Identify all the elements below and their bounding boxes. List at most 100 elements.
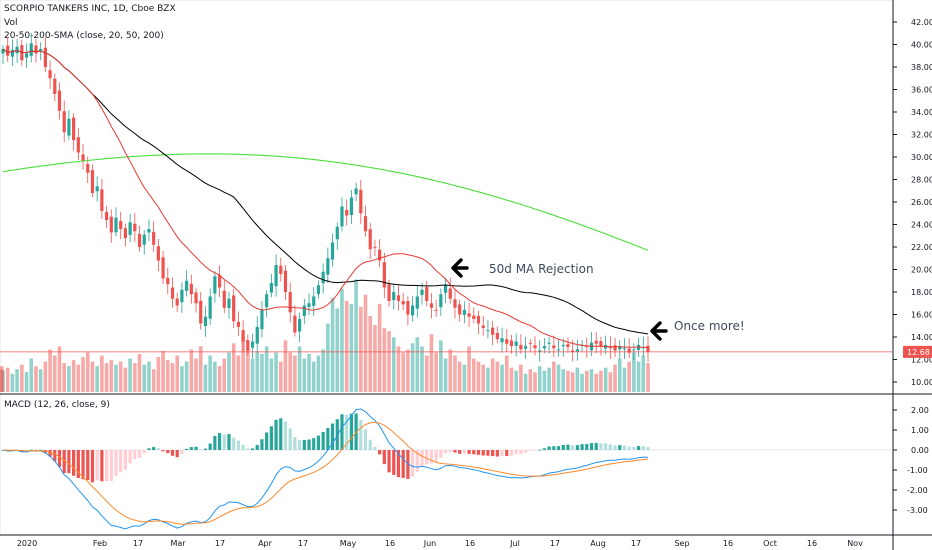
macd-histogram-bar — [232, 437, 236, 450]
volume-bar — [632, 352, 636, 392]
candle-body — [265, 294, 269, 308]
macd-histogram-bar — [599, 443, 603, 450]
volume-bar — [542, 370, 547, 392]
volume-bar — [85, 352, 90, 392]
volume-bar — [283, 340, 288, 392]
macd-histogram-bar — [288, 428, 292, 450]
candle-body — [363, 216, 368, 232]
volume-bar — [486, 367, 490, 392]
volume-bar — [373, 325, 377, 392]
macd-histogram-bar — [189, 447, 193, 450]
candle-body — [538, 350, 542, 352]
macd-histogram-bar — [90, 450, 95, 483]
volume-bar — [406, 349, 410, 392]
volume-bar — [636, 361, 641, 392]
volume-bar — [34, 366, 38, 392]
price-tick-label: 42.00 — [911, 18, 932, 27]
candle-body — [585, 345, 589, 348]
macd-histogram-bar — [29, 449, 33, 451]
candle-body — [199, 300, 203, 324]
volume-bar — [580, 373, 584, 392]
volume-bar — [537, 366, 542, 392]
candle-body — [340, 206, 344, 227]
volume-bar — [5, 367, 10, 392]
volume-bar — [599, 370, 603, 392]
volume-bar — [288, 352, 292, 392]
candle-body — [618, 346, 622, 350]
candle-body — [241, 330, 245, 342]
macd-histogram-bar — [556, 446, 561, 450]
last-price-label: 12.68 — [907, 348, 930, 357]
candle-body — [523, 346, 528, 349]
volume-bar — [260, 354, 264, 392]
volume-bar — [410, 343, 415, 392]
volume-bar — [67, 366, 71, 392]
sma200-line — [2, 153, 649, 251]
time-tick-label: Jun — [423, 539, 437, 548]
volume-bar — [100, 355, 104, 392]
sma-label: 20-50-200-SMA (close, 20, 50, 200) — [4, 31, 164, 41]
macd-histogram-bar — [378, 450, 382, 455]
candle-body — [387, 284, 391, 301]
macd-tick-label: -2.00 — [907, 486, 928, 495]
macd-histogram-bar — [114, 450, 118, 476]
volume-bar — [128, 358, 132, 392]
volume-bar — [142, 364, 147, 392]
candle-body — [528, 342, 532, 344]
candle-body — [514, 341, 518, 346]
macd-histogram-bar — [335, 419, 339, 450]
candle-body — [213, 276, 217, 294]
macd-histogram-bar — [505, 450, 509, 456]
macd-histogram-bar — [142, 450, 146, 454]
price-tick-label: 10.00 — [911, 378, 932, 387]
macd-histogram-bar — [194, 446, 198, 450]
volume-bar — [523, 373, 528, 392]
candle-body — [425, 287, 429, 301]
macd-histogram-bar — [119, 450, 123, 473]
candle-body — [476, 316, 481, 324]
macd-histogram-bar — [274, 419, 278, 450]
candle-body — [109, 216, 113, 233]
macd-histogram-bar — [486, 450, 490, 456]
time-axis[interactable]: 2020 Feb 17 Mar 17 Apr 17 May 16 Jun 16 Jul 17 Aug 17 S… — [17, 539, 863, 548]
volume-bar — [48, 349, 52, 392]
volume-bar — [377, 303, 382, 392]
volume-bar — [161, 350, 165, 392]
candle-body — [1, 49, 5, 54]
candle-body — [208, 296, 212, 319]
price-tick-label: 38.00 — [911, 63, 932, 72]
macd-histogram-bar — [608, 444, 612, 450]
candle-body — [354, 188, 358, 195]
macd-histogram-bar — [495, 450, 499, 457]
candle-body — [189, 283, 193, 295]
candle-body — [396, 295, 401, 301]
price-axis[interactable]: 42.00 40.00 38.00 36.00 34.00 32.00 30.00 28.00… — [0, 18, 932, 515]
macd-histogram-bar — [170, 450, 175, 456]
candle-body — [81, 154, 85, 162]
candle-body — [622, 348, 627, 350]
sma20-line — [2, 48, 649, 348]
macd-histogram-bar — [382, 450, 386, 465]
candle-body — [575, 349, 579, 352]
candle-body — [6, 45, 10, 56]
candle-body — [142, 234, 146, 245]
candle-body — [161, 257, 165, 279]
volume-bar — [302, 358, 307, 392]
macd-histogram-bar — [604, 443, 608, 450]
macd-histogram-bar — [175, 450, 179, 458]
macd-histogram-bar — [589, 443, 594, 450]
macd-histogram-bar — [123, 450, 128, 470]
macd-histogram-bar — [415, 450, 419, 472]
volume-bar — [241, 337, 245, 392]
volume-bar — [198, 346, 203, 392]
volume-bar — [608, 372, 613, 392]
volume-bar — [43, 361, 48, 392]
macd-histogram-bar — [373, 446, 377, 450]
macd-histogram-bar — [302, 439, 306, 450]
macd-histogram-bar — [542, 448, 547, 450]
candle-body — [627, 348, 631, 353]
volume-bar — [15, 369, 19, 392]
candle-body — [227, 298, 231, 309]
volume-bar — [321, 349, 325, 392]
